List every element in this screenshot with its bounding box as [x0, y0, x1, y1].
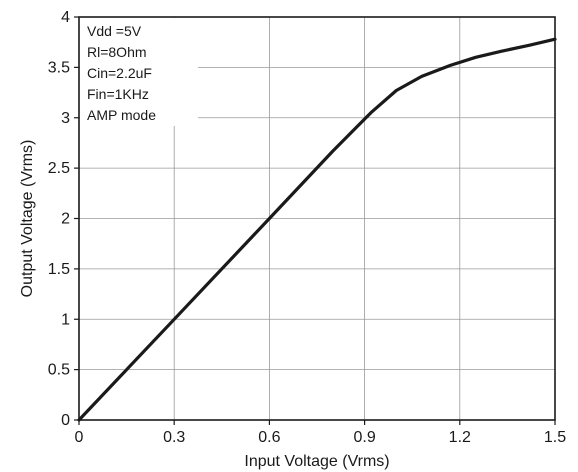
y-tick-label: 3 — [61, 110, 70, 127]
y-axis-label: Output Voltage (Vrms) — [19, 140, 36, 298]
y-tick-label: 4 — [61, 9, 70, 26]
annotation-box: Vdd =5V Rl=8Ohm Cin=2.2uF Fin=1KHz AMP mode — [80, 18, 198, 126]
annotation-line: Vdd =5V — [87, 23, 142, 39]
annotation-line: AMP mode — [87, 107, 156, 123]
annotation-background — [80, 18, 198, 126]
series-layer — [77, 37, 557, 422]
annotation-line: Fin=1KHz — [87, 86, 149, 102]
x-tick-label: 0.9 — [353, 429, 375, 446]
y-tick-label: 0 — [61, 412, 70, 429]
y-tick-label: 3.5 — [48, 59, 70, 76]
y-tick-label: 1.5 — [48, 261, 70, 278]
x-tick-label: 1.5 — [544, 429, 566, 446]
series-line — [77, 37, 557, 422]
x-tick-label: 0.6 — [258, 429, 280, 446]
x-axis-label: Input Voltage (Vrms) — [244, 453, 389, 470]
y-tick-label: 2.5 — [48, 160, 70, 177]
x-axis-ticks: 0 0.3 0.6 0.9 1.2 1.5 — [75, 420, 566, 446]
x-tick-label: 0 — [75, 429, 84, 446]
annotation-line: Rl=8Ohm — [87, 44, 147, 60]
x-tick-label: 1.2 — [449, 429, 471, 446]
annotation-line: Cin=2.2uF — [87, 65, 152, 81]
y-tick-label: 2 — [61, 211, 70, 228]
y-tick-label: 1 — [61, 311, 70, 328]
x-tick-label: 0.3 — [163, 429, 185, 446]
y-tick-label: 0.5 — [48, 362, 70, 379]
y-axis-ticks: 0 0.5 1 1.5 2 2.5 3 3.5 4 — [48, 9, 79, 429]
